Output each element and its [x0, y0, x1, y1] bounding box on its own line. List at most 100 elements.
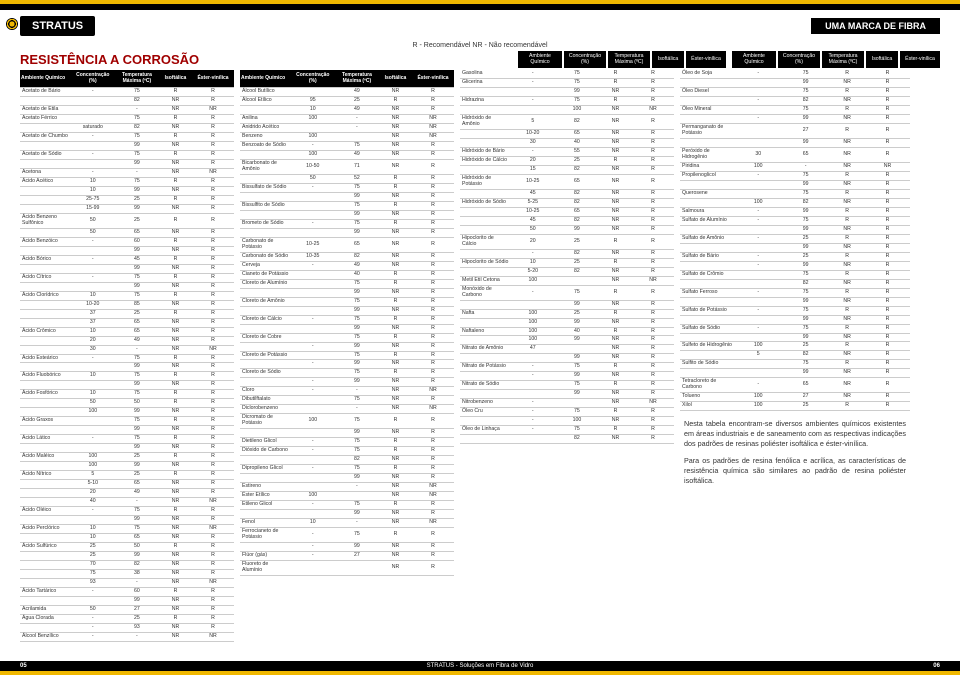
table-row: Sulfato de Alumínio-75RR	[680, 216, 910, 225]
table-row: Querosene75RR	[680, 190, 910, 199]
table-row: 82NRR	[460, 435, 674, 444]
table-row: 99NRR	[680, 225, 910, 234]
table-row: Ácido Nítrico525RR	[20, 471, 234, 480]
table-row: Diclorobenzeno-NRNR	[240, 405, 454, 414]
table-row: 5-1065NRR	[20, 480, 234, 489]
table-row: Cloreto de Amônio75RR	[240, 297, 454, 306]
table-row: Nitrato de Potássio-75RR	[460, 363, 674, 372]
table-row: 99NRR	[20, 282, 234, 291]
table-col2: Ambiente Químico Concentração (%) Temper…	[240, 70, 454, 575]
table-row: -99NRR	[680, 115, 910, 124]
table-row: Dietileno Glicol-75RR	[240, 438, 454, 447]
page-num-right: 06	[933, 663, 940, 669]
table-row: Fenol10-NRNR	[240, 518, 454, 527]
table-row: Dicromato de Potássio10075RR	[240, 414, 454, 429]
table-row: Ácido Cítrico-75RR	[20, 273, 234, 282]
table-row: Sulfeto de Hidrogênio10025RR	[680, 342, 910, 351]
note-1: Nesta tabela encontram-se diversos ambie…	[680, 411, 910, 448]
table-row: Ácido Maléico10025RR	[20, 453, 234, 462]
table-row: 99NRR	[20, 426, 234, 435]
table-row: Acetato de Chumbo-75RR	[20, 133, 234, 142]
table-row: -100NRR	[460, 417, 674, 426]
table-row: 99NRR	[20, 264, 234, 273]
table-row: Óleo Diesel75RR	[680, 88, 910, 97]
table-row: Flúor (gás)-27NRR	[240, 551, 454, 560]
table-row: 99NRR	[680, 369, 910, 378]
table-row: -99NRR	[240, 542, 454, 551]
footer: 05 STRATUS - Soluções em Fibra de Vidro …	[0, 661, 960, 675]
table-row: Álcool Benzílico--NRNR	[20, 632, 234, 641]
table-row: Ácido Tartárico-60RR	[20, 587, 234, 596]
table-row: Anilina100-NRNR	[240, 115, 454, 124]
table-row: Ácido Crômico1065NRR	[20, 327, 234, 336]
table-row: Hidróxido de Bário-55NRR	[460, 148, 674, 157]
table-row: Ácido Acético1075RR	[20, 178, 234, 187]
table-row: -93NRR	[20, 623, 234, 632]
table-row: 4582NRR	[460, 190, 674, 199]
table-row: Estireno-NRNR	[240, 483, 454, 492]
table-row: Sulfito de Sódio75RR	[680, 360, 910, 369]
table-row: 99NRR	[680, 139, 910, 148]
table-row: 99NRR	[460, 300, 674, 309]
table-row: Sulfato de Bário-25RR	[680, 252, 910, 261]
table-row: 5050RR	[20, 399, 234, 408]
table-row: 1065NRR	[20, 533, 234, 542]
table-row: Fluoreto de AlumínioNRR	[240, 560, 454, 575]
table-row: Glicerina-75RR	[460, 79, 674, 88]
table-row: 25-7525RR	[20, 196, 234, 205]
table-row: Peróxido de Hidrogênio3065NRR	[680, 148, 910, 163]
table-row: -99NRR	[240, 378, 454, 387]
table-row: 99NRR	[680, 243, 910, 252]
table-row: Permanganato de Potássio27RR	[680, 124, 910, 139]
table-row: -99NRR	[460, 372, 674, 381]
header-block-3: Ambiente Químico Concentração (%) Temper…	[518, 51, 726, 68]
table-row: 3725RR	[20, 309, 234, 318]
table-row: 2049NRR	[20, 489, 234, 498]
table-row: Benzeno100NRNR	[240, 133, 454, 142]
table-row: Éster Etílico100NRNR	[240, 492, 454, 501]
table-row: 15-9999NRR	[20, 205, 234, 214]
table-row: 99NRR	[20, 246, 234, 255]
table-row: Sulfato de Sódio-75RR	[680, 324, 910, 333]
table-row: -99NRR	[240, 360, 454, 369]
table-row: Óleo de Soja-75RR	[680, 70, 910, 78]
table-row: Cerveja-49NRR	[240, 261, 454, 270]
table-row: Hidróxido de Sódio5-2582NRR	[460, 198, 674, 207]
table-row: Dibutilftalato75NRR	[240, 396, 454, 405]
table-row: 7082NRR	[20, 560, 234, 569]
table-row: 99NRR	[240, 211, 454, 220]
table-row: Hidróxido de Potássio10-2565NRR	[460, 175, 674, 190]
table-row: Gasolina-75RR	[460, 70, 674, 78]
table-row: 99NRR	[20, 515, 234, 524]
table-row: 99NRR	[240, 474, 454, 483]
table-row: Acetato de Sódio-75RR	[20, 151, 234, 160]
table-row: Xilol10025RR	[680, 402, 910, 411]
table-row: Ácido Fluobórico1075RR	[20, 372, 234, 381]
page-title: RESISTÊNCIA A CORROSÃO	[20, 52, 199, 67]
table-row: Brometo de Sódio-75RR	[240, 219, 454, 228]
footer-text: STRATUS - Soluções em Fibra de Vidro	[427, 663, 534, 669]
table-row: Hipoclorito de Sódio1025RR	[460, 258, 674, 267]
table-row: Naftaleno10040RR	[460, 327, 674, 336]
table-row: Ácido Oléico-75RR	[20, 506, 234, 515]
table-row: 3040NRR	[460, 139, 674, 148]
table-row: Dipropileno Glicol-75RR	[240, 465, 454, 474]
table-row: Cianeto de Potássio40RR	[240, 270, 454, 279]
table-row: 93-NRNR	[20, 578, 234, 587]
table-row: Benzoato de Sódio-75NRR	[240, 142, 454, 151]
brand-tag: UMA MARCA DE FIBRA	[811, 18, 940, 34]
header-block-4: Ambiente Químico Concentração (%) Temper…	[732, 51, 940, 68]
table-row: 99NRR	[240, 429, 454, 438]
table-row: -99NRR	[680, 261, 910, 270]
table-row: Ácido Lático-75RR	[20, 435, 234, 444]
legend: R - Recomendável NR - Não recomendável	[0, 42, 960, 49]
table-row: Nitrato de Sódio75RR	[460, 381, 674, 390]
table-row: Ácido Bórico-45RR	[20, 255, 234, 264]
table-row: Acetato de Etila-NRNR	[20, 106, 234, 115]
table-row: Acrilamida5027NRR	[20, 605, 234, 614]
table-row: 99NRR	[240, 324, 454, 333]
table-row: Dióxido de Carbono-75RR	[240, 447, 454, 456]
table-row: 99NRR	[240, 193, 454, 202]
table-row: Hidróxido de Amônio582NRR	[460, 115, 674, 130]
table-row: Etileno Glicol-75RR	[240, 500, 454, 509]
